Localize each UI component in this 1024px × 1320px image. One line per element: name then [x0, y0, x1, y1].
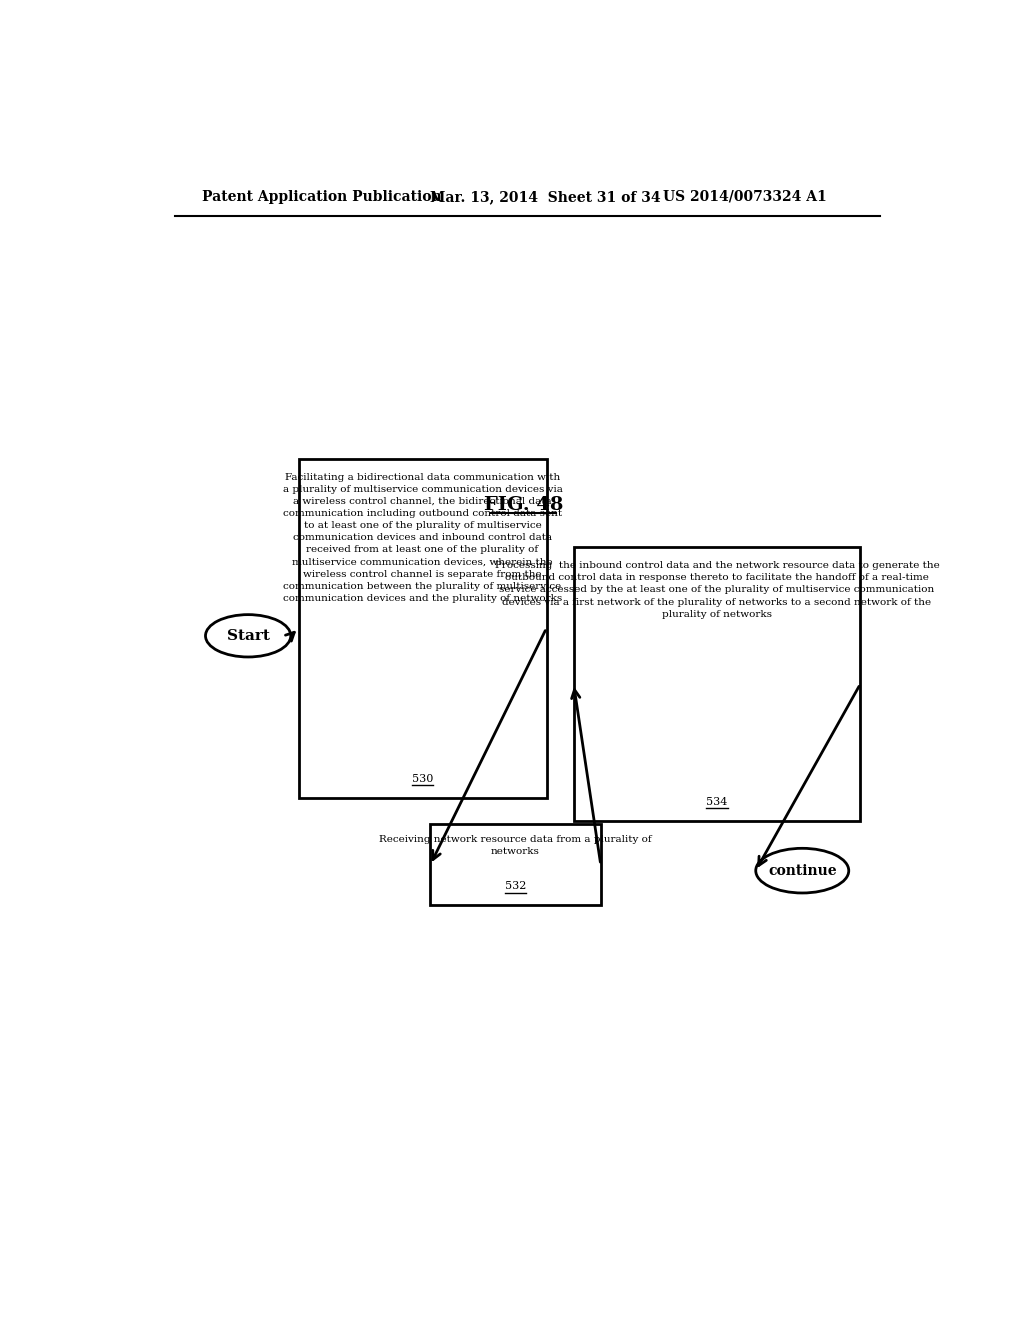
Text: Mar. 13, 2014  Sheet 31 of 34: Mar. 13, 2014 Sheet 31 of 34 [430, 190, 660, 203]
Text: 532: 532 [505, 882, 526, 891]
Text: Patent Application Publication: Patent Application Publication [202, 190, 441, 203]
Text: US 2014/0073324 A1: US 2014/0073324 A1 [663, 190, 826, 203]
Text: continue: continue [768, 863, 837, 878]
FancyBboxPatch shape [430, 825, 601, 906]
Text: FIG. 48: FIG. 48 [483, 496, 563, 513]
Text: 530: 530 [412, 774, 433, 784]
FancyBboxPatch shape [573, 548, 860, 821]
FancyBboxPatch shape [299, 459, 547, 797]
Text: Start: Start [226, 628, 269, 643]
Text: Facilitating a bidirectional data communication with
a plurality of multiservice: Facilitating a bidirectional data commun… [283, 473, 562, 603]
Text: Processing  the inbound control data and the network resource data to generate t: Processing the inbound control data and … [495, 561, 939, 619]
Text: Receiving network resource data from a plurality of
networks: Receiving network resource data from a p… [379, 836, 652, 857]
Text: 534: 534 [707, 797, 728, 807]
